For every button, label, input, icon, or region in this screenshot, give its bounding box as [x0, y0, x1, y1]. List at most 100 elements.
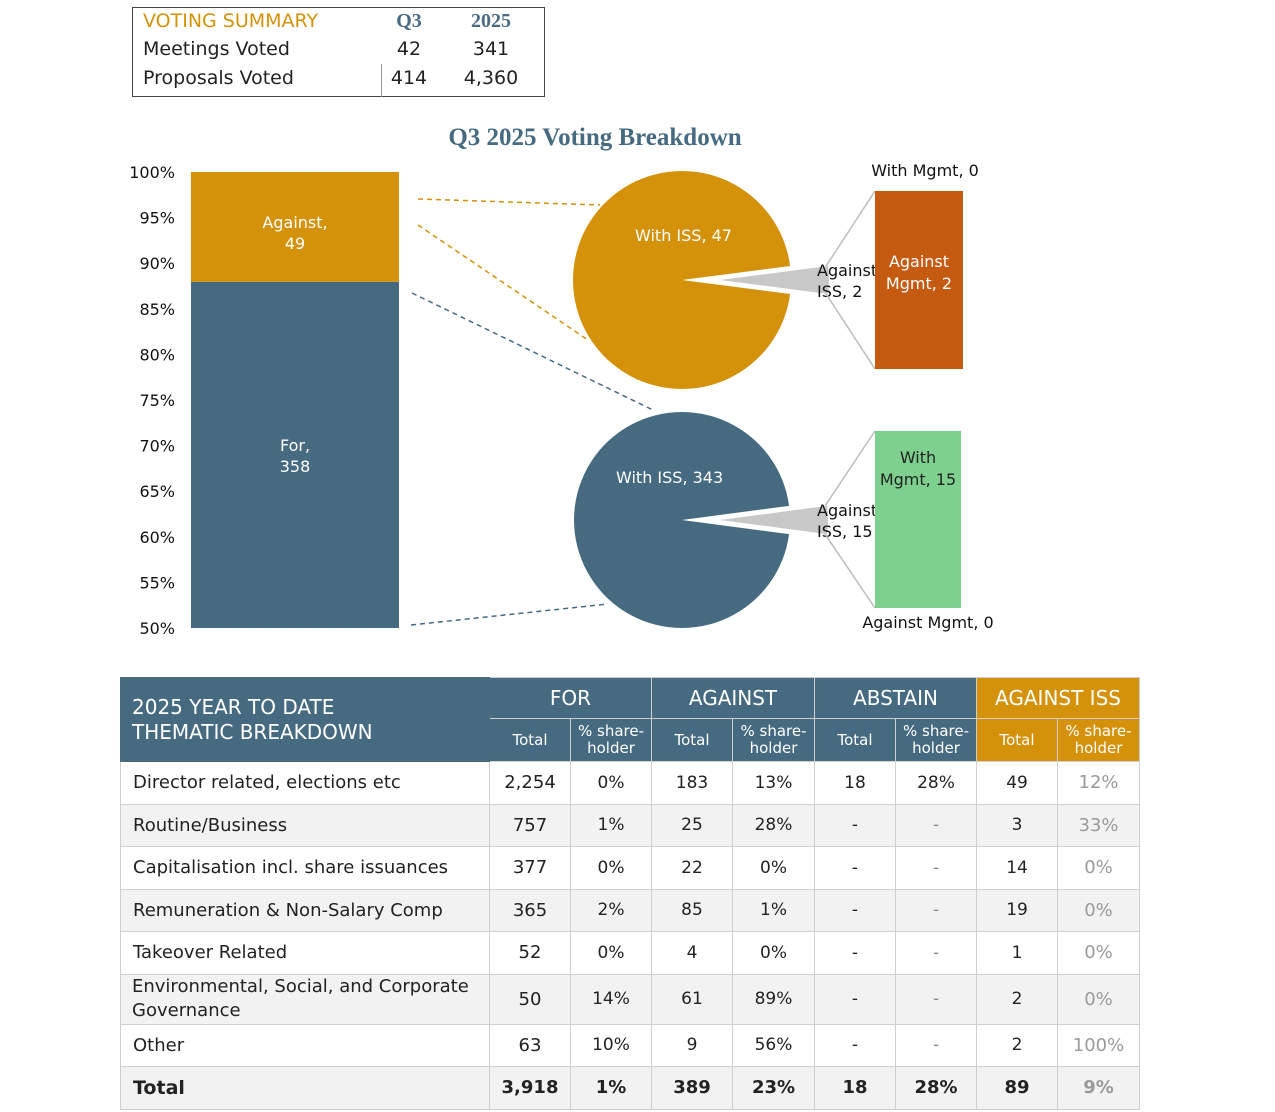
- y-tick-label: 50%: [139, 619, 175, 638]
- subheader-total: Total: [651, 718, 733, 762]
- cell-iss-pct: 0%: [1057, 888, 1141, 932]
- y-tick-label: 90%: [139, 254, 175, 273]
- row-category: Remuneration & Non-Salary Comp: [120, 888, 490, 932]
- cell-abstain-total: 18: [814, 761, 896, 805]
- cell-against-total: 25: [651, 803, 733, 847]
- cell-for-pct: 10%: [570, 1023, 652, 1067]
- cell-iss-pct: 33%: [1057, 803, 1141, 847]
- summary-row-2025: 341: [472, 38, 510, 60]
- cell-against-pct: 23%: [732, 1066, 815, 1110]
- cell-for-total: 52: [489, 931, 571, 975]
- chart-title: Q3 2025 Voting Breakdown: [448, 124, 742, 151]
- y-tick-label: 80%: [139, 345, 175, 364]
- connector-line: [411, 292, 656, 412]
- cell-for-pct: 0%: [570, 931, 652, 975]
- row-category: Total: [120, 1066, 490, 1110]
- table-total-row: Total 3,918 1% 389 23% 18 28% 89 9%: [120, 1066, 1141, 1110]
- cell-against-total: 85: [651, 888, 733, 932]
- row-category: Routine/Business: [120, 803, 490, 847]
- cell-abstain-pct: 28%: [894, 761, 978, 805]
- y-tick-label: 70%: [139, 437, 175, 456]
- group-header-against-iss: AGAINST ISS: [976, 677, 1141, 719]
- cell-for-pct: 0%: [570, 846, 652, 890]
- cell-against-total: 9: [651, 1023, 733, 1067]
- cell-iss-pct: 12%: [1057, 761, 1141, 805]
- cell-iss-pct: 100%: [1057, 1023, 1141, 1067]
- connector-line: [417, 198, 601, 206]
- thematic-breakdown-table: 2025 YEAR TO DATE THEMATIC BREAKDOWN FOR…: [120, 677, 1141, 1110]
- summary-col-2025: 2025: [471, 10, 511, 32]
- cell-against-pct: 56%: [732, 1023, 815, 1067]
- cell-against-pct: 13%: [732, 761, 815, 805]
- summary-row-q3: 42: [396, 38, 422, 60]
- bar-segment-for: [191, 281, 399, 628]
- cell-against-pct: 28%: [732, 803, 815, 847]
- cell-abstain-pct: -: [894, 846, 978, 890]
- y-axis: 50% 55% 60% 65% 70% 75% 80% 85% 90% 95% 100%: [129, 163, 175, 638]
- subheader-pct-shareholder: % share-holder: [732, 718, 815, 762]
- pie-slice-against-iss: [720, 505, 828, 535]
- y-tick-label: 95%: [139, 209, 175, 228]
- group-header-for: FOR: [489, 677, 652, 719]
- cell-abstain-total: -: [814, 931, 896, 975]
- table-title-line1: 2025 YEAR TO DATE: [132, 694, 335, 719]
- cell-against-total: 4: [651, 931, 733, 975]
- cell-against-pct: 1%: [732, 888, 815, 932]
- row-category: Environmental, Social, and Corporate Gov…: [120, 973, 490, 1025]
- y-tick-label: 100%: [129, 163, 175, 182]
- group-header-abstain: ABSTAIN: [813, 677, 978, 719]
- y-tick-label: 60%: [139, 528, 175, 547]
- cell-abstain-pct: -: [894, 973, 978, 1025]
- cell-abstain-pct: -: [894, 888, 978, 932]
- cell-for-total: 3,918: [489, 1066, 571, 1110]
- connector-lines: [410, 198, 656, 626]
- table-title-line2: THEMATIC BREAKDOWN: [132, 719, 373, 744]
- cell-against-pct: 89%: [732, 973, 815, 1025]
- y-tick-label: 65%: [139, 482, 175, 501]
- breakdown-outside-label: Against Mgmt, 0: [862, 613, 993, 632]
- y-tick-label: 85%: [139, 300, 175, 319]
- group-header-against: AGAINST: [651, 677, 815, 719]
- cell-iss-pct: 0%: [1057, 973, 1141, 1025]
- table-title: 2025 YEAR TO DATE THEMATIC BREAKDOWN: [120, 677, 490, 762]
- summary-row-q3: 414: [390, 67, 428, 89]
- cell-iss-pct: 9%: [1057, 1066, 1141, 1110]
- cell-for-total: 757: [489, 803, 571, 847]
- cell-for-pct: 1%: [570, 803, 652, 847]
- table-row: Capitalisation incl. share issuances 377 0…: [120, 846, 1141, 890]
- cell-for-total: 365: [489, 888, 571, 932]
- y-tick-label: 55%: [139, 573, 175, 592]
- breakdown-label: With Mgmt, 15: [880, 448, 956, 489]
- cell-abstain-total: -: [814, 803, 896, 847]
- pie-slice-with-iss: [574, 411, 790, 628]
- cell-abstain-total: -: [814, 888, 896, 932]
- breakdown-label: Against Mgmt, 2: [886, 252, 952, 293]
- summary-row-label: Proposals Voted: [143, 67, 294, 89]
- cell-iss-total: 89: [976, 1066, 1059, 1110]
- voting-breakdown-chart: 50% 55% 60% 65% 70% 75% 80% 85% 90% 95% 100% For, 3…: [129, 161, 994, 638]
- bar-segment-against: [191, 172, 399, 282]
- cell-against-total: 61: [651, 973, 733, 1025]
- cell-abstain-pct: 28%: [894, 1066, 978, 1110]
- cell-abstain-pct: -: [894, 803, 978, 847]
- cell-for-pct: 2%: [570, 888, 652, 932]
- table-row: Environmental, Social, and Corporate Gov…: [120, 973, 1141, 1025]
- row-category: Takeover Related: [120, 931, 490, 975]
- subheader-total: Total: [489, 718, 571, 762]
- breakdown-outside-label: With Mgmt, 0: [871, 161, 979, 180]
- breakdown-connector: [825, 190, 876, 267]
- cell-against-total: 389: [651, 1066, 733, 1110]
- table-row: Remuneration & Non-Salary Comp 365 2% 85 1% -…: [120, 888, 1141, 932]
- cell-iss-total: 14: [976, 846, 1059, 890]
- breakdown-connector: [825, 293, 876, 370]
- cell-abstain-total: 18: [814, 1066, 896, 1110]
- row-category: Capitalisation incl. share issuances: [120, 846, 490, 890]
- subheader-pct-shareholder: % share-holder: [570, 718, 652, 762]
- pie-slice-with-iss: [572, 170, 791, 389]
- summary-row-label: Meetings Voted: [143, 38, 290, 60]
- cell-for-total: 63: [489, 1023, 571, 1067]
- breakdown-connector: [824, 533, 876, 609]
- table-row: Routine/Business 757 1% 25 28% - -3 33%: [120, 803, 1141, 847]
- cell-abstain-total: -: [814, 1023, 896, 1067]
